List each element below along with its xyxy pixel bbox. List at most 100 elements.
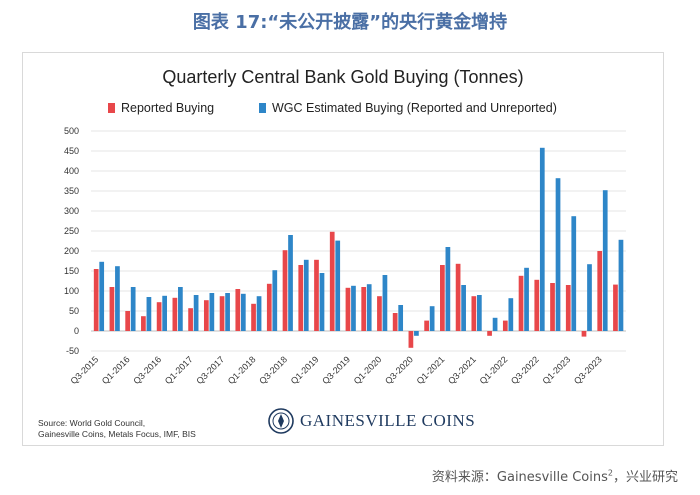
bar-reported: [487, 331, 492, 336]
bar-reported: [408, 331, 414, 348]
bar-wgc: [618, 239, 624, 331]
bar-reported: [329, 231, 335, 331]
x-tick-label: Q3-2015: [68, 354, 100, 386]
x-tick-label: Q1-2016: [100, 354, 132, 386]
bar-reported: [502, 320, 508, 331]
bar-reported: [93, 269, 99, 331]
bar-reported: [581, 331, 587, 337]
bar-reported: [361, 287, 367, 331]
source-note: Source: World Gold Council, Gainesville …: [38, 418, 258, 440]
logo-text: GAINESVILLE COINS: [300, 411, 476, 430]
source-line-1: Source: World Gold Council,: [38, 418, 146, 428]
x-tick-label: Q3-2016: [131, 354, 163, 386]
bar-wgc: [99, 261, 105, 331]
bar-wgc: [162, 295, 167, 331]
footer-suffix: ，兴业研究: [612, 470, 678, 485]
bar-wgc: [288, 235, 293, 331]
bar-reported: [565, 285, 571, 331]
bar-wgc: [272, 270, 278, 331]
bar-chart: Quarterly Central Bank Gold Buying (Tonn…: [64, 67, 626, 386]
legend-swatch-2: [259, 103, 266, 113]
bar-reported: [440, 265, 445, 331]
bar-reported: [219, 296, 225, 331]
bar-reported: [392, 313, 398, 331]
legend-label-1: Reported Buying: [121, 101, 214, 115]
y-tick-label: 350: [64, 186, 79, 196]
coin-logo-icon: [268, 408, 294, 434]
bar-wgc: [382, 275, 388, 331]
bar-wgc: [366, 284, 372, 331]
bar-wgc: [571, 216, 577, 331]
bar-reported: [125, 311, 131, 331]
x-tick-label: Q1-2018: [226, 354, 258, 386]
bar-reported: [471, 296, 477, 331]
x-tick-label: Q1-2023: [540, 354, 572, 386]
y-tick-label: 400: [64, 166, 79, 176]
bar-reported: [109, 287, 115, 331]
x-tick-label: Q3-2017: [194, 354, 226, 386]
source-line-2: Gainesville Coins, Metals Focus, IMF, BI…: [38, 429, 196, 439]
x-tick-label: Q1-2021: [415, 354, 447, 386]
y-tick-label: 50: [69, 306, 79, 316]
bar-wgc: [319, 273, 325, 331]
bar-reported: [156, 302, 162, 331]
y-tick-label: 450: [64, 146, 79, 156]
bar-wgc: [429, 306, 435, 331]
x-tick-label: Q3-2021: [446, 354, 478, 386]
bar-wgc: [602, 190, 608, 331]
x-tick-label: Q1-2019: [289, 354, 321, 386]
bar-wgc: [146, 297, 152, 331]
footer-superscript: 2: [607, 468, 613, 478]
bar-reported: [188, 308, 193, 331]
bar-wgc: [492, 317, 498, 331]
y-tick-label: 300: [64, 206, 79, 216]
bar-wgc: [225, 293, 230, 331]
x-tick-label: Q1-2017: [163, 354, 195, 386]
x-tick-label: Q3-2020: [383, 354, 415, 386]
bar-reported: [518, 275, 524, 331]
bar-reported: [251, 303, 256, 331]
bar-reported: [298, 265, 304, 331]
bar-reported: [345, 287, 351, 331]
bar-wgc: [209, 293, 215, 331]
bar-wgc: [178, 287, 183, 331]
bar-wgc: [508, 298, 514, 331]
bar-reported: [424, 320, 429, 331]
y-tick-label: 150: [64, 266, 79, 276]
bar-reported: [534, 279, 540, 331]
bar-wgc: [461, 285, 466, 331]
x-tick-label: Q3-2023: [572, 354, 604, 386]
y-tick-label: -50: [66, 346, 79, 356]
footer-prefix: 资料来源：Gainesville Coins: [431, 470, 608, 485]
bar-wgc: [351, 285, 356, 331]
bar-reported: [203, 300, 209, 331]
bar-reported: [597, 251, 603, 331]
bar-wgc: [539, 147, 545, 331]
chart-card: Quarterly Central Bank Gold Buying (Tonn…: [22, 52, 664, 446]
x-tick-label: Q1-2020: [352, 354, 384, 386]
bar-wgc: [476, 295, 482, 331]
y-tick-label: 500: [64, 126, 79, 136]
bar-reported: [455, 263, 461, 331]
bar-wgc: [445, 247, 451, 331]
bar-wgc: [524, 267, 529, 331]
bar-wgc: [256, 296, 262, 331]
bar-reported: [282, 250, 288, 331]
bar-reported: [550, 283, 555, 331]
bar-reported: [613, 284, 618, 331]
y-tick-label: 100: [64, 286, 79, 296]
bar-reported: [314, 259, 319, 331]
chart-title: Quarterly Central Bank Gold Buying (Tonn…: [162, 67, 523, 87]
bar-wgc: [303, 259, 309, 331]
y-tick-label: 200: [64, 246, 79, 256]
bar-reported: [377, 296, 382, 331]
bar-reported: [141, 316, 146, 331]
figure-title: 图表 17:“未公开披露”的央行黄金增持: [192, 12, 508, 33]
bar-wgc: [115, 266, 120, 331]
x-tick-label: Q1-2022: [478, 354, 510, 386]
bar-reported: [266, 283, 272, 331]
x-tick-label: Q3-2022: [509, 354, 541, 386]
y-tick-label: 0: [74, 326, 79, 336]
bar-reported: [235, 289, 241, 331]
bar-wgc: [130, 287, 136, 331]
